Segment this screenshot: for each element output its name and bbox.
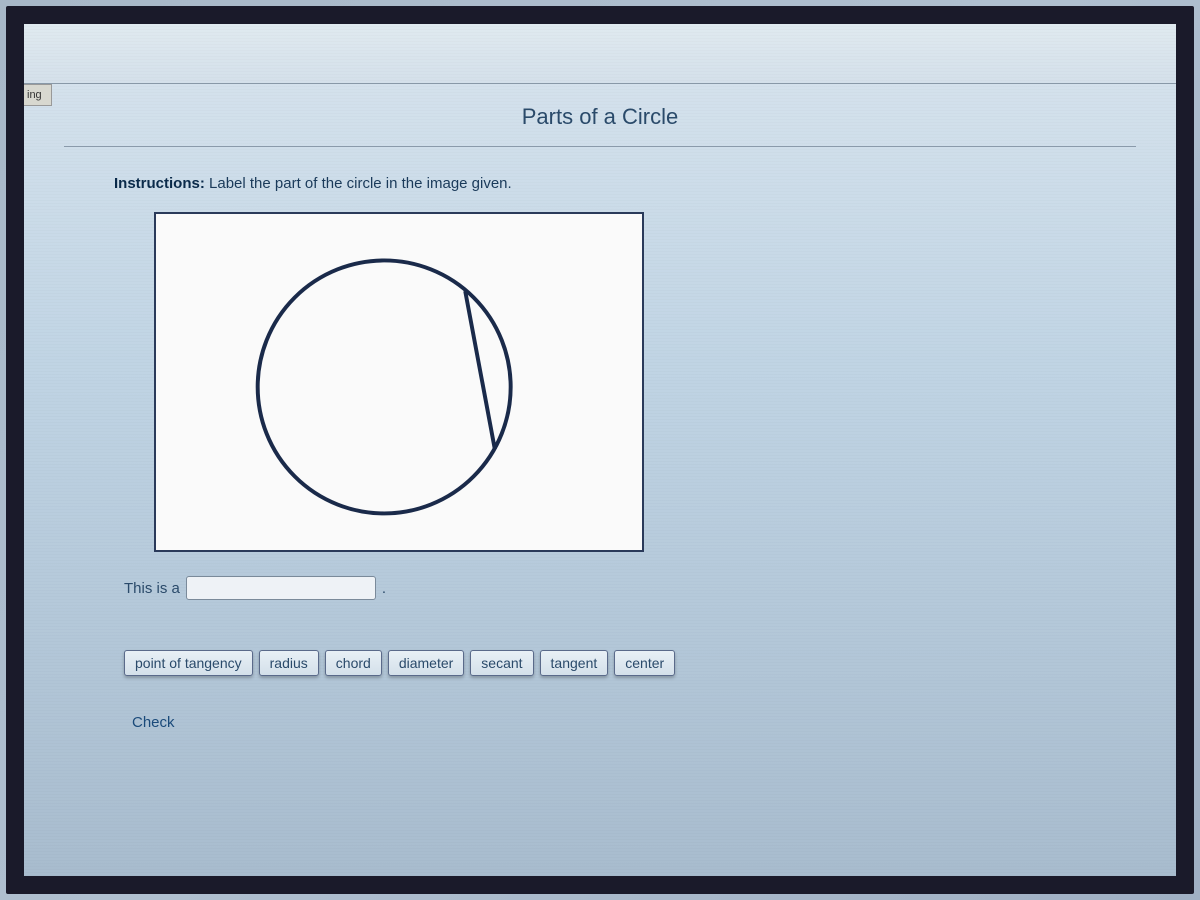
page-title: Parts of a Circle bbox=[64, 84, 1136, 147]
check-button[interactable]: Check bbox=[132, 714, 175, 731]
options-row: point of tangency radius chord diameter … bbox=[24, 600, 1176, 676]
option-radius[interactable]: radius bbox=[259, 650, 319, 676]
option-point-of-tangency[interactable]: point of tangency bbox=[124, 650, 253, 676]
top-bar bbox=[24, 24, 1176, 84]
prompt-suffix: . bbox=[382, 580, 386, 597]
diagram-box bbox=[154, 212, 644, 552]
instructions-label: Instructions: bbox=[114, 175, 205, 192]
answer-row: This is a . bbox=[24, 552, 1176, 600]
answer-input[interactable] bbox=[186, 576, 376, 600]
diagram-circle bbox=[258, 260, 511, 513]
circle-diagram bbox=[156, 214, 642, 550]
monitor-frame: ing Parts of a Circle Instructions: Labe… bbox=[6, 6, 1194, 894]
check-row: Check bbox=[24, 676, 1176, 732]
content-area: Parts of a Circle Instructions: Label th… bbox=[24, 84, 1176, 876]
option-diameter[interactable]: diameter bbox=[388, 650, 464, 676]
option-center[interactable]: center bbox=[614, 650, 675, 676]
option-tangent[interactable]: tangent bbox=[540, 650, 609, 676]
option-chord[interactable]: chord bbox=[325, 650, 382, 676]
prompt-prefix: This is a bbox=[124, 580, 180, 597]
instructions-text: Label the part of the circle in the imag… bbox=[209, 175, 512, 192]
instructions: Instructions: Label the part of the circ… bbox=[24, 147, 1176, 192]
screen: ing Parts of a Circle Instructions: Labe… bbox=[24, 24, 1176, 876]
option-secant[interactable]: secant bbox=[470, 650, 533, 676]
